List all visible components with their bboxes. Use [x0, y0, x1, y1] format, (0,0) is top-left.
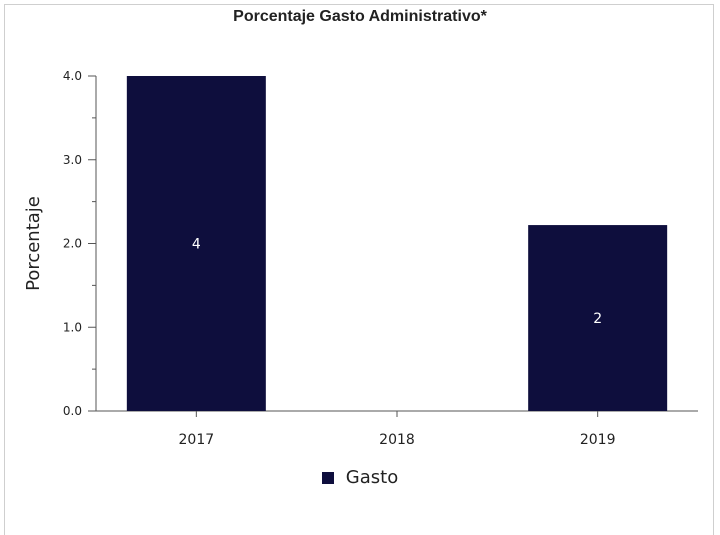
- x-tick-label: 2019: [580, 432, 616, 448]
- chart-title: Porcentaje Gasto Administrativo*: [233, 8, 487, 25]
- data-label-2019: 2: [593, 311, 602, 327]
- data-label-2017: 4: [192, 237, 201, 253]
- y-axis-label: Porcentaje: [23, 196, 44, 291]
- y-tick-label: 2.0: [63, 237, 82, 251]
- legend: Gasto: [0, 467, 720, 488]
- y-tick-label: 1.0: [63, 320, 82, 334]
- data-labels: 42: [192, 237, 602, 328]
- bars: [126, 76, 668, 411]
- y-tick-label: 3.0: [63, 153, 82, 167]
- y-tick-label: 0.0: [63, 404, 82, 418]
- bar-2017: [126, 76, 266, 411]
- y-axis: 0.0 1.0 2.0 3.0 4.0: [63, 69, 97, 418]
- legend-label: Gasto: [345, 467, 399, 488]
- x-axis: 2017 2018 2019: [96, 410, 698, 448]
- legend-swatch: [321, 471, 334, 484]
- bar-2019: [528, 225, 668, 411]
- x-tick-label: 2017: [179, 432, 215, 448]
- x-tick-label: 2018: [379, 432, 415, 448]
- y-tick-label: 4.0: [63, 69, 82, 83]
